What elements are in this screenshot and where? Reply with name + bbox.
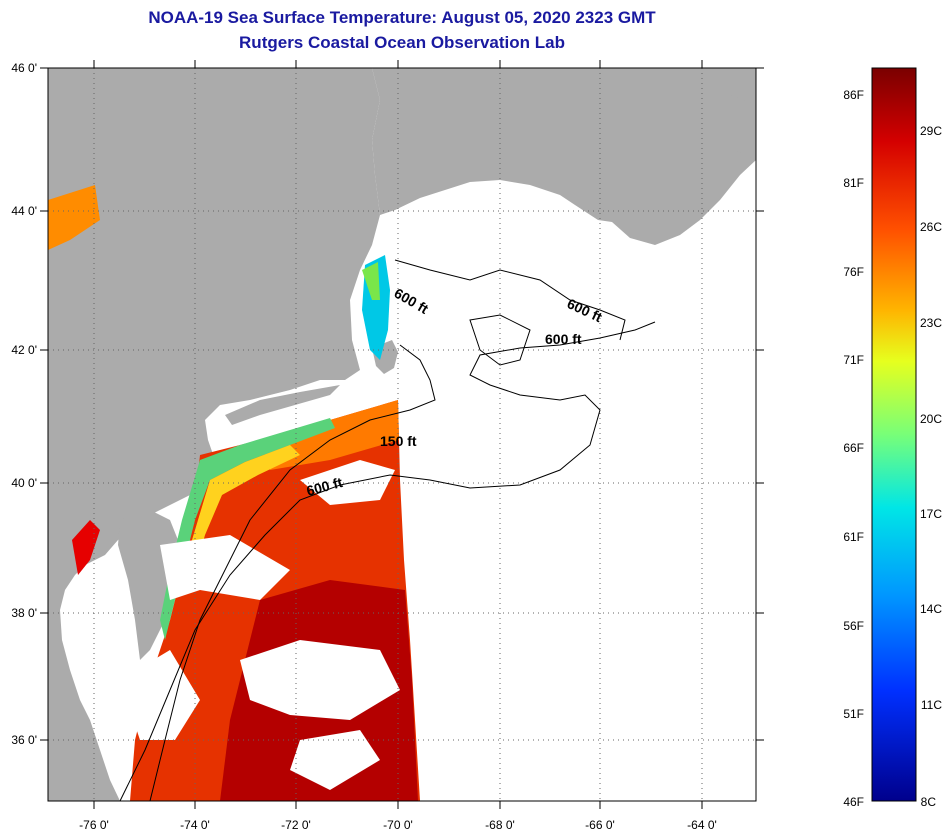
lon-tick-label: -74 0'	[180, 818, 210, 832]
land-canada-maritimes	[372, 68, 756, 245]
lat-tick-label: 38 0'	[11, 606, 37, 620]
bathymetry-contours	[119, 259, 656, 802]
colorbar-c-label: 26C	[920, 220, 942, 234]
temperature-colorbar	[871, 67, 917, 802]
lon-tick-label: -76 0'	[79, 818, 109, 832]
sst-cool-coastal-band	[160, 418, 335, 640]
land-us-mainland	[48, 68, 380, 801]
lon-tick-label: -72 0'	[281, 818, 311, 832]
colorbar-c-label: 29C	[920, 124, 942, 138]
cloud-patch-4	[120, 650, 200, 740]
land-long-island	[225, 385, 340, 425]
map-frame	[47, 67, 757, 802]
lat-tick-label: 46 0'	[11, 61, 37, 75]
contour-label-600ft-3: 600 ft	[545, 331, 582, 347]
map-grid	[48, 68, 756, 801]
land-cape-breton	[700, 95, 756, 160]
colorbar-f-label: 86F	[843, 88, 864, 102]
colorbar-c-label: 14C	[920, 602, 942, 616]
cloud-patch-5	[290, 730, 380, 790]
colorbar-c-label: 8C	[921, 795, 937, 809]
colorbar-f-label: 56F	[843, 619, 864, 633]
colorbar-f-label: 51F	[843, 707, 864, 721]
cloud-patch-3	[240, 640, 400, 720]
sst-yellow-band	[186, 445, 300, 580]
cloud-patch-2	[160, 535, 290, 600]
colorbar-f-label: 76F	[843, 265, 864, 279]
lon-tick-label: -66 0'	[585, 818, 615, 832]
lat-tick-label: 44 0'	[11, 204, 37, 218]
lon-tick-label: -68 0'	[485, 818, 515, 832]
colorbar-f-label: 81F	[843, 176, 864, 190]
contour-600ft-shelf	[119, 321, 656, 802]
colorbar-c-label: 17C	[920, 507, 942, 521]
lat-tick-label: 42 0'	[11, 343, 37, 357]
contour-gulf-of-maine	[394, 259, 626, 341]
colorbar-f-label: 71F	[843, 353, 864, 367]
colorbar-f-label: 66F	[843, 441, 864, 455]
colorbar-c-label: 20C	[920, 412, 942, 426]
colorbar-c-label: 11C	[921, 698, 942, 712]
lon-tick-label: -64 0'	[687, 818, 717, 832]
colorbar-c-label: 23C	[920, 316, 942, 330]
sst-gulf-of-maine-green	[362, 262, 380, 300]
contour-georges-bank	[469, 314, 531, 366]
sst-chesapeake-bay	[72, 520, 100, 575]
colorbar-f-label: 46F	[843, 795, 864, 809]
axis-ticks	[40, 60, 764, 809]
lat-tick-label: 36 0'	[11, 733, 37, 747]
contour-label-150ft: 150 ft	[380, 433, 417, 449]
contour-150ft-coast	[149, 344, 436, 802]
lon-tick-label: -70 0'	[383, 818, 413, 832]
lat-tick-label: 40 0'	[11, 476, 37, 490]
cloud-patch-1	[300, 460, 395, 505]
map-subtitle: Rutgers Coastal Ocean Observation Lab	[239, 33, 565, 52]
sst-lake-ontario	[48, 185, 100, 250]
colorbar-f-label: 61F	[843, 530, 864, 544]
map-title: NOAA-19 Sea Surface Temperature: August …	[148, 8, 656, 27]
